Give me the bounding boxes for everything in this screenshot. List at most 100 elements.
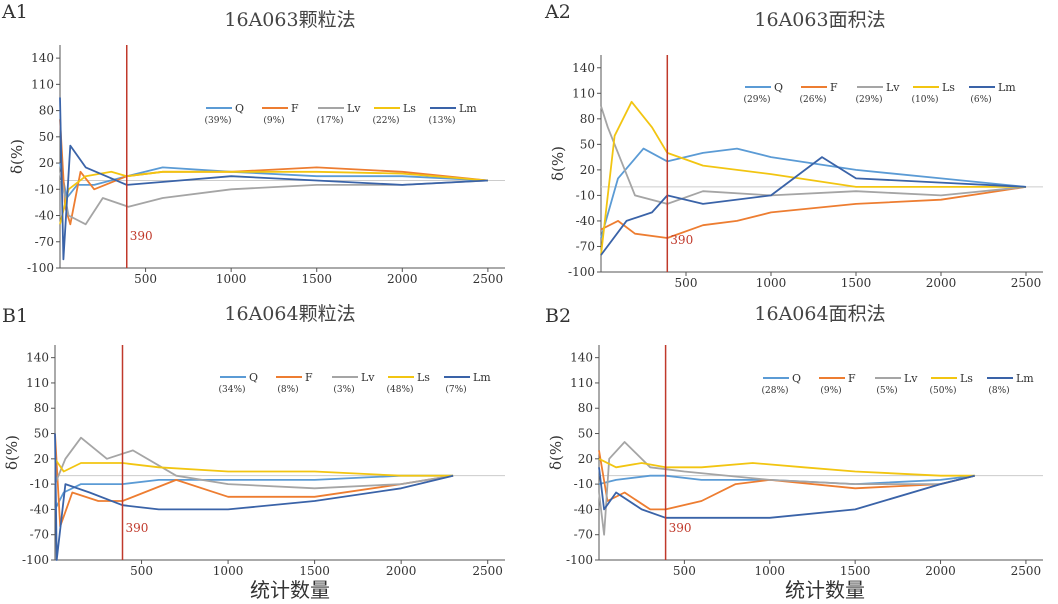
series-line-lv — [600, 105, 1027, 205]
y-tick-label: -70 — [576, 239, 595, 253]
legend-entry-percent: (9%) — [820, 385, 841, 396]
y-tick-label: 20 — [39, 156, 54, 170]
panel-label: A1 — [1, 1, 28, 23]
chart-title: 16A063面积法 — [754, 9, 885, 31]
series-line-lv — [598, 441, 975, 536]
legend-entry-name: Q — [235, 102, 244, 115]
x-tick-label: 500 — [675, 276, 698, 290]
y-tick-label: 20 — [580, 163, 595, 177]
legend-entry-name: Q — [774, 81, 783, 94]
y-tick-label: 140 — [26, 351, 49, 365]
legend-entry-name: Q — [249, 371, 258, 384]
legend-entry-name: Lm — [473, 371, 491, 384]
legend-entry-name: Lv — [347, 102, 361, 115]
panel-label: B1 — [2, 305, 28, 327]
chart-title: 16A063颗粒法 — [224, 9, 355, 31]
series-line-ls — [598, 457, 975, 477]
legend-entry-name: F — [305, 371, 313, 384]
legend-entry-percent: (26%) — [799, 94, 826, 105]
legend-entry-name: Lv — [886, 81, 900, 94]
y-tick-label: 50 — [578, 427, 593, 441]
legend-entry-percent: (6%) — [970, 94, 991, 105]
x-tick-label: 2500 — [1011, 564, 1042, 578]
y-tick-label: 50 — [34, 427, 49, 441]
y-tick-label: 80 — [39, 104, 54, 118]
panel-label: A2 — [544, 1, 571, 23]
legend-entry-percent: (28%) — [761, 385, 788, 396]
series-line-ls — [600, 100, 1026, 256]
legend-entry-name: Ls — [942, 81, 955, 94]
x-axis-caption-right: 统计数量 — [785, 578, 865, 600]
legend-entry-name: Lm — [459, 102, 477, 115]
series-line-ls — [54, 458, 454, 477]
y-tick-label: 140 — [572, 61, 595, 75]
series-line-lm — [59, 97, 488, 261]
marker-label: 390 — [126, 521, 149, 535]
x-tick-label: 1500 — [841, 276, 872, 290]
legend-entry-name: Q — [792, 372, 801, 385]
legend-entry-percent: (48%) — [386, 384, 413, 395]
y-tick-label: 20 — [578, 452, 593, 466]
y-axis-label: δ(%) — [3, 435, 21, 470]
legend-entry-percent: (29%) — [855, 94, 882, 105]
legend-entry-name: F — [830, 81, 838, 94]
legend-entry-percent: (3%) — [333, 384, 354, 395]
x-tick-label: 1500 — [301, 272, 332, 286]
series-line-q — [54, 474, 454, 510]
y-tick-label: 140 — [570, 351, 593, 365]
x-tick-label: 500 — [673, 564, 696, 578]
series-line-q — [59, 162, 488, 199]
y-tick-label: 110 — [570, 376, 593, 390]
series-line-lm — [600, 156, 1027, 256]
y-tick-label: -10 — [35, 182, 54, 196]
y-tick-label: 20 — [34, 452, 49, 466]
y-tick-label: 80 — [580, 112, 595, 126]
chart-panel-b2: B2 16A064面积法 140 110 80 50 20 -10 -40 -70 -100 500 1… — [545, 303, 1043, 578]
chart-panel-a2: A2 16A063面积法 140 110 80 50 20 -10 -40 -70 -100 500 1… — [544, 1, 1043, 290]
y-axis-label: δ(%) — [8, 139, 26, 174]
legend-entry-name: Ls — [417, 371, 430, 384]
y-tick-label: 110 — [26, 376, 49, 390]
y-axis-label: δ(%) — [549, 146, 567, 181]
x-tick-label: 1000 — [216, 272, 247, 286]
chart-title: 16A064颗粒法 — [224, 303, 355, 325]
series-line-ls — [59, 170, 488, 225]
y-tick-label: -100 — [22, 553, 49, 567]
y-tick-label: 50 — [39, 130, 54, 144]
legend-entry-percent: (13%) — [428, 115, 455, 126]
x-tick-label: 1500 — [840, 564, 871, 578]
panel-label: B2 — [545, 305, 571, 327]
marker-label: 390 — [670, 233, 693, 247]
legend-entry-percent: (7%) — [445, 384, 466, 395]
y-tick-label: 80 — [578, 401, 593, 415]
legend-entry-percent: (39%) — [204, 115, 231, 126]
legend-entry-percent: (10%) — [911, 94, 938, 105]
legend-entry-name: Ls — [403, 102, 416, 115]
series-line-q — [598, 474, 975, 486]
legend-entry-percent: (9%) — [263, 115, 284, 126]
y-tick-label: -70 — [574, 528, 593, 542]
series-line-lm — [54, 433, 454, 561]
chart-panel-a1: A1 16A063颗粒法 140 110 80 50 20 -10 -40 -70 -100 500 1… — [1, 1, 505, 286]
legend-entry-percent: (8%) — [277, 384, 298, 395]
series-line-f — [54, 433, 454, 528]
chart-panel-b1: B1 16A064颗粒法 140 110 80 50 20 -10 -40 -70 -100 500 1… — [2, 303, 505, 578]
chart-title: 16A064面积法 — [754, 303, 885, 325]
x-tick-label: 2000 — [386, 564, 417, 578]
legend-entry-percent: (34%) — [218, 384, 245, 395]
legend-entry-name: F — [291, 102, 299, 115]
x-tick-label: 2000 — [925, 564, 956, 578]
y-tick-label: -40 — [576, 214, 595, 228]
y-tick-label: -40 — [574, 502, 593, 516]
series-line-f — [600, 186, 1027, 239]
x-tick-label: 1500 — [299, 564, 330, 578]
marker-label: 390 — [669, 521, 692, 535]
x-tick-label: 2000 — [387, 272, 418, 286]
y-axis-label: δ(%) — [547, 435, 565, 470]
series-line-q — [600, 147, 1027, 239]
legend-entry-name: Lm — [1016, 372, 1034, 385]
y-tick-label: 80 — [34, 401, 49, 415]
y-tick-label: 50 — [580, 137, 595, 151]
series-line-lv — [59, 171, 488, 226]
